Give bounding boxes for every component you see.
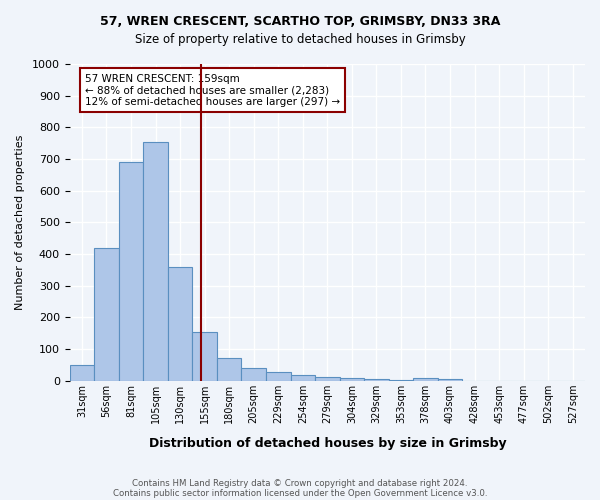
Bar [94,248,119,381]
Bar [389,380,413,381]
X-axis label: Distribution of detached houses by size in Grimsby: Distribution of detached houses by size … [149,437,506,450]
Bar [143,142,168,381]
Text: 57 WREN CRESCENT: 159sqm
← 88% of detached houses are smaller (2,283)
12% of sem: 57 WREN CRESCENT: 159sqm ← 88% of detach… [85,74,340,106]
Bar [290,375,315,381]
Bar [266,372,290,381]
Bar [340,378,364,381]
Text: 57, WREN CRESCENT, SCARTHO TOP, GRIMSBY, DN33 3RA: 57, WREN CRESCENT, SCARTHO TOP, GRIMSBY,… [100,15,500,28]
Text: Contains HM Land Registry data © Crown copyright and database right 2024.: Contains HM Land Registry data © Crown c… [132,478,468,488]
Bar [119,162,143,381]
Bar [364,379,389,381]
Bar [168,267,193,381]
Bar [315,377,340,381]
Bar [217,358,241,381]
Y-axis label: Number of detached properties: Number of detached properties [15,134,25,310]
Text: Contains public sector information licensed under the Open Government Licence v3: Contains public sector information licen… [113,488,487,498]
Bar [438,379,463,381]
Bar [413,378,438,381]
Bar [70,365,94,381]
Text: Size of property relative to detached houses in Grimsby: Size of property relative to detached ho… [134,32,466,46]
Bar [241,368,266,381]
Bar [193,332,217,381]
